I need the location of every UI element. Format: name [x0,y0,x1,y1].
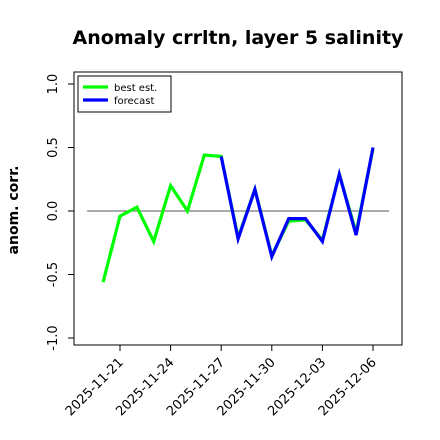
legend-label: best est. [114,83,157,94]
y-axis-label: anom. corr. [6,166,22,255]
y-tick-label: -1.0 [46,325,61,350]
plot-area: -1.0-0.50.00.51.02025-11-212025-11-24202… [46,71,403,419]
series-line-forecast [219,147,375,262]
chart-title: Anomaly crrltn, layer 5 salinity [73,27,404,49]
y-tick-label: 0.0 [46,201,61,222]
legend-box [77,75,172,113]
y-tick-label: 1.0 [46,74,61,95]
legend-label: forecast [114,96,155,107]
plot-frame [73,71,403,346]
y-tick-label: 0.5 [46,137,61,158]
series-line-best-est [101,148,375,283]
y-tick-label: -0.5 [46,262,61,287]
